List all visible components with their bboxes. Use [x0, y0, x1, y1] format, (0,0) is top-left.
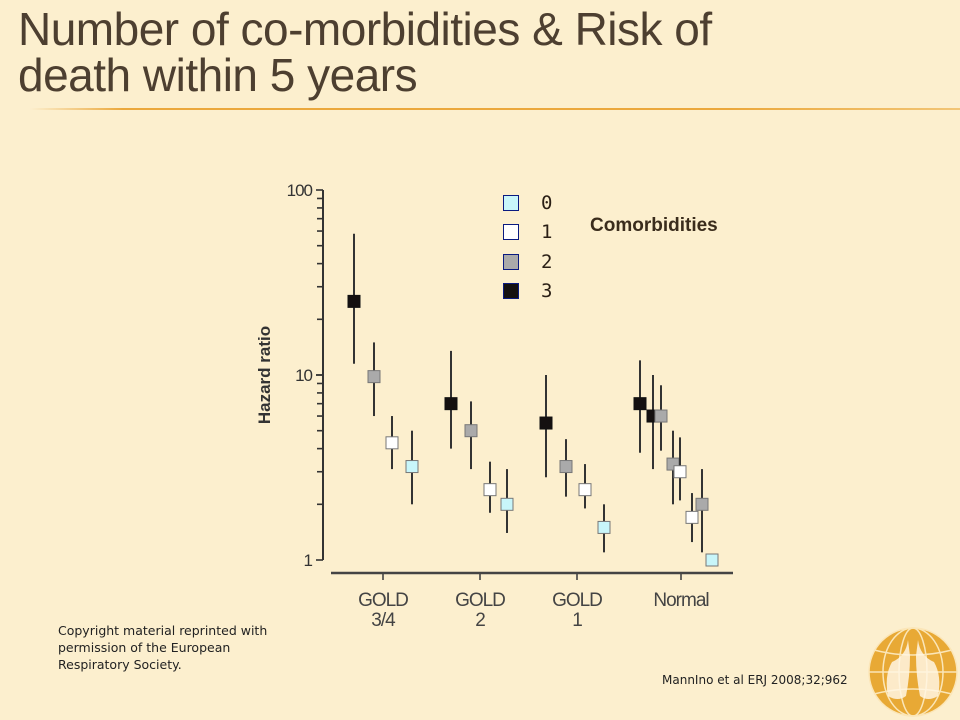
legend-label-0: 0 — [541, 191, 553, 214]
copyright-notice: Copyright material reprinted with permis… — [58, 623, 268, 672]
data-point-0-comorbidities — [705, 553, 719, 567]
chart-marks — [347, 233, 719, 567]
chart-legend: 0 1 2 3 — [503, 188, 552, 306]
title-underline — [30, 108, 960, 110]
data-point-2-comorbidities — [367, 370, 381, 384]
legend-label-1: 1 — [541, 221, 553, 244]
data-point-1-comorbidities — [483, 483, 497, 497]
data-point-0-comorbidities — [500, 497, 514, 511]
data-point-0-comorbidities — [597, 520, 611, 534]
x-tick-label: 3/4 — [371, 610, 396, 631]
citation: MannIno et al ERJ 2008;32;962 — [662, 673, 848, 687]
legend-label-3: 3 — [541, 280, 553, 303]
y-tick-label: 1 — [304, 551, 313, 570]
y-tick-label: 100 — [287, 181, 313, 200]
legend-swatch-2 — [503, 253, 519, 270]
slide-title: Number of co-morbidities & Risk of death… — [18, 6, 712, 98]
slide-title-line-1: Number of co-morbidities & Risk of — [18, 3, 712, 55]
legend-label-2: 2 — [541, 250, 553, 273]
slide-title-line-2: death within 5 years — [18, 49, 418, 101]
y-tick-label: 10 — [295, 366, 312, 385]
y-axis-label: Hazard ratio — [255, 326, 274, 424]
data-point-3-comorbidities — [539, 416, 553, 430]
x-tick-label: GOLD — [358, 590, 408, 611]
x-tick-label: GOLD — [455, 590, 505, 611]
legend-item-2: 2 — [503, 247, 552, 277]
legend-item-0: 0 — [503, 188, 552, 218]
legend-swatch-1 — [503, 224, 519, 241]
legend-swatch-3 — [503, 283, 519, 300]
data-point-2-comorbidities — [654, 409, 668, 423]
data-point-1-comorbidities — [685, 510, 699, 524]
data-point-2-comorbidities — [559, 460, 573, 474]
data-point-0-comorbidities — [405, 460, 419, 474]
data-point-1-comorbidities — [578, 483, 592, 497]
data-point-3-comorbidities — [633, 397, 647, 411]
legend-title: Comorbidities — [590, 215, 718, 236]
data-point-3-comorbidities — [444, 397, 458, 411]
x-tick-label: GOLD — [552, 590, 602, 611]
legend-item-3: 3 — [503, 277, 552, 307]
legend-item-1: 1 — [503, 218, 552, 248]
lungs-globe-logo-icon — [868, 627, 958, 717]
data-point-1-comorbidities — [385, 436, 399, 450]
data-point-2-comorbidities — [695, 497, 709, 511]
x-tick-label: 1 — [572, 610, 582, 631]
x-tick-label: 2 — [475, 610, 485, 631]
x-tick-label: Normal — [653, 590, 708, 611]
legend-swatch-0 — [503, 194, 519, 211]
data-point-2-comorbidities — [464, 424, 478, 438]
data-point-1-comorbidities — [673, 465, 687, 479]
data-point-3-comorbidities — [347, 294, 361, 308]
